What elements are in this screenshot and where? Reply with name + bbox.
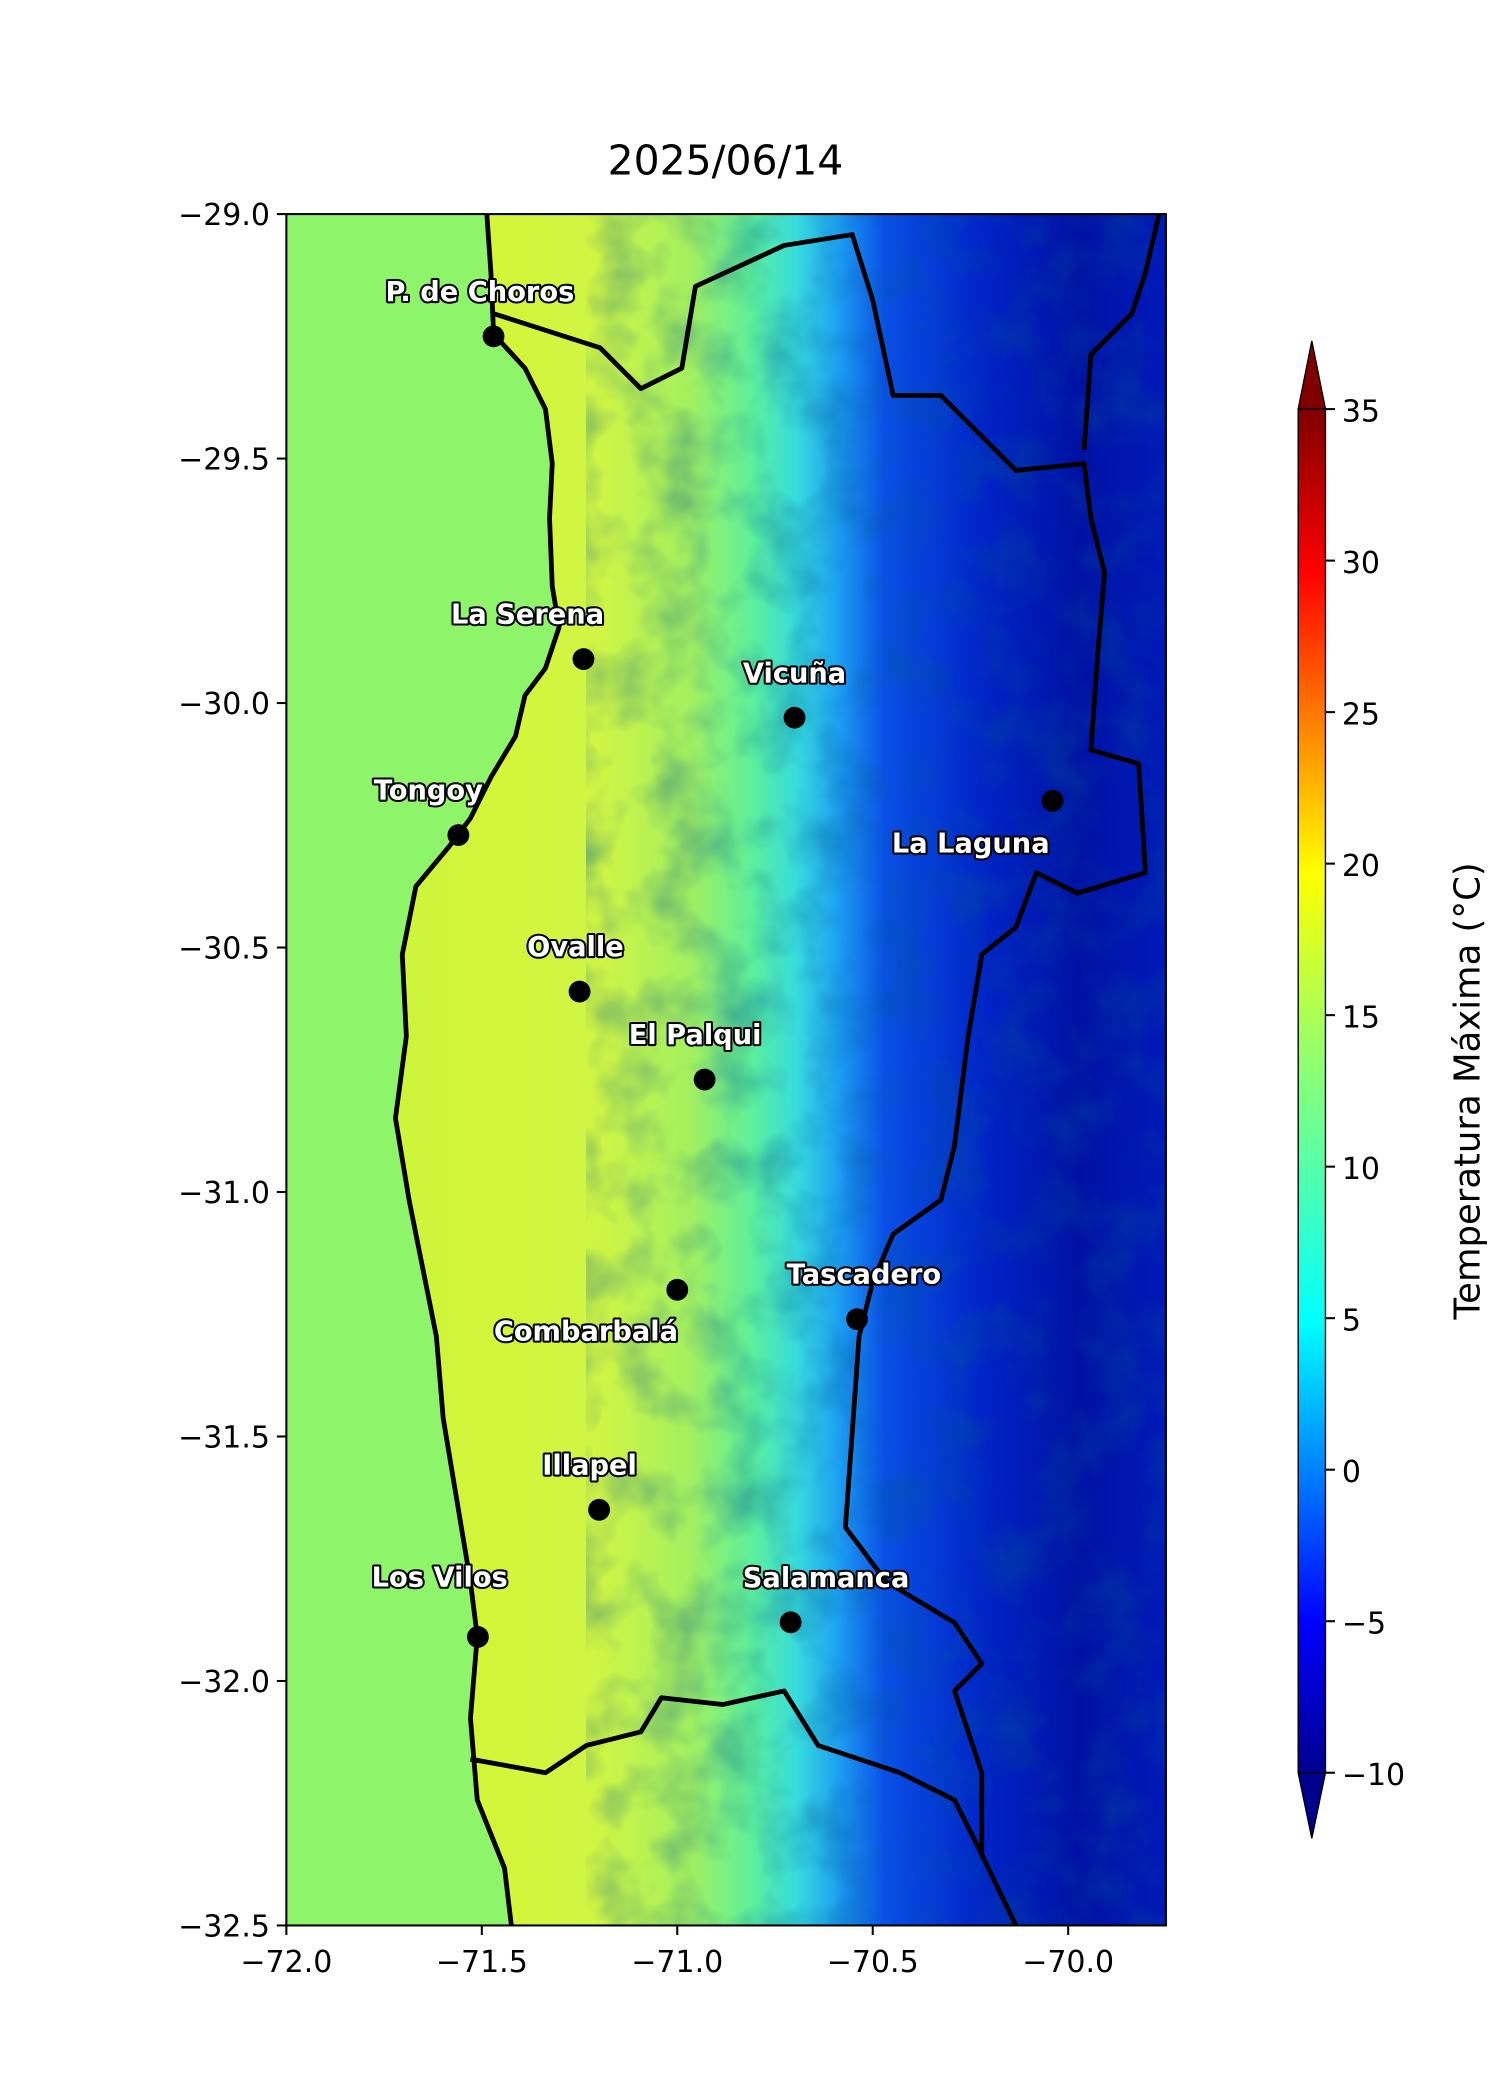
y-tick-label: −31.0 bbox=[178, 1176, 270, 1211]
colorbar-tick-label: 25 bbox=[1342, 697, 1380, 732]
field-texture bbox=[586, 214, 1166, 1926]
city-label: La Serena bbox=[451, 600, 604, 631]
city-marker bbox=[666, 1278, 689, 1301]
x-tick-label: −71.5 bbox=[436, 1945, 528, 1980]
colorbar-tick-label: 20 bbox=[1342, 849, 1380, 884]
y-tick-label: −29.5 bbox=[178, 442, 270, 477]
y-tick-label: −32.5 bbox=[178, 1909, 270, 1944]
city-marker bbox=[568, 980, 591, 1003]
city-label: Los Vilos bbox=[372, 1563, 508, 1594]
x-tick-label: −72.0 bbox=[240, 1945, 332, 1980]
colorbar-extend-max bbox=[1297, 340, 1327, 410]
map-title: 2025/06/14 bbox=[608, 137, 844, 185]
city-label: Tascadero bbox=[787, 1260, 941, 1291]
map-frame bbox=[285, 213, 1167, 1927]
region-border bbox=[470, 1688, 984, 1856]
city-label: Combarbalá bbox=[494, 1316, 678, 1347]
colorbar-tick-label: 30 bbox=[1342, 546, 1380, 581]
region-border bbox=[1081, 214, 1162, 451]
city-marker bbox=[572, 648, 595, 670]
temperature-field bbox=[286, 214, 1166, 1926]
x-tick-label: −71.0 bbox=[631, 1945, 723, 1980]
colorbar: −10 −5 0 5 10 15 20 25 30 35 bbox=[1297, 340, 1405, 1839]
city-label: El Palqui bbox=[629, 1020, 762, 1051]
city-label: P. de Choros bbox=[385, 277, 574, 308]
colorbar-tick-label: 0 bbox=[1342, 1455, 1361, 1490]
y-tick-label: −30.5 bbox=[178, 931, 270, 966]
city-label: Tongoy bbox=[374, 776, 483, 807]
y-tick-label: −29.0 bbox=[178, 198, 270, 233]
colorbar-label: Temperatura Máxima (°C) bbox=[1448, 862, 1489, 1320]
x-tick-label: −70.0 bbox=[1022, 1945, 1114, 1980]
ocean bbox=[286, 214, 560, 1926]
city-label: La Laguna bbox=[892, 829, 1050, 860]
region-border bbox=[492, 232, 1148, 1926]
colorbar-tick-label: 5 bbox=[1342, 1303, 1361, 1338]
city-label: Salamanca bbox=[743, 1563, 910, 1594]
city-label: Ovalle bbox=[527, 932, 624, 963]
city-marker bbox=[846, 1308, 868, 1331]
colorbar-tick-label: 15 bbox=[1342, 1000, 1380, 1035]
x-tick-label: −70.5 bbox=[827, 1945, 919, 1980]
colorbar-tick-label: −5 bbox=[1342, 1606, 1386, 1641]
city-marker bbox=[779, 1611, 802, 1634]
city-marker bbox=[693, 1068, 716, 1091]
city-marker bbox=[1041, 789, 1064, 812]
y-tick-label: −30.0 bbox=[178, 687, 270, 722]
city-marker bbox=[588, 1498, 610, 1521]
city-marker bbox=[467, 1626, 489, 1648]
colorbar-tick-label: 10 bbox=[1342, 1152, 1380, 1187]
city-marker bbox=[447, 824, 470, 846]
city-marker bbox=[482, 325, 505, 348]
y-tick-label: −31.5 bbox=[178, 1420, 270, 1455]
coastline bbox=[393, 214, 562, 1926]
colorbar-body bbox=[1297, 408, 1327, 1774]
colorbar-tick-label: 35 bbox=[1342, 394, 1380, 429]
city-label: Illapel bbox=[542, 1450, 637, 1481]
city-label: Vicuña bbox=[743, 658, 846, 689]
colorbar-tick-label: −10 bbox=[1342, 1758, 1405, 1793]
colorbar-extend-min bbox=[1297, 1772, 1327, 1839]
y-tick-label: −32.0 bbox=[178, 1665, 270, 1700]
city-marker bbox=[783, 706, 806, 729]
